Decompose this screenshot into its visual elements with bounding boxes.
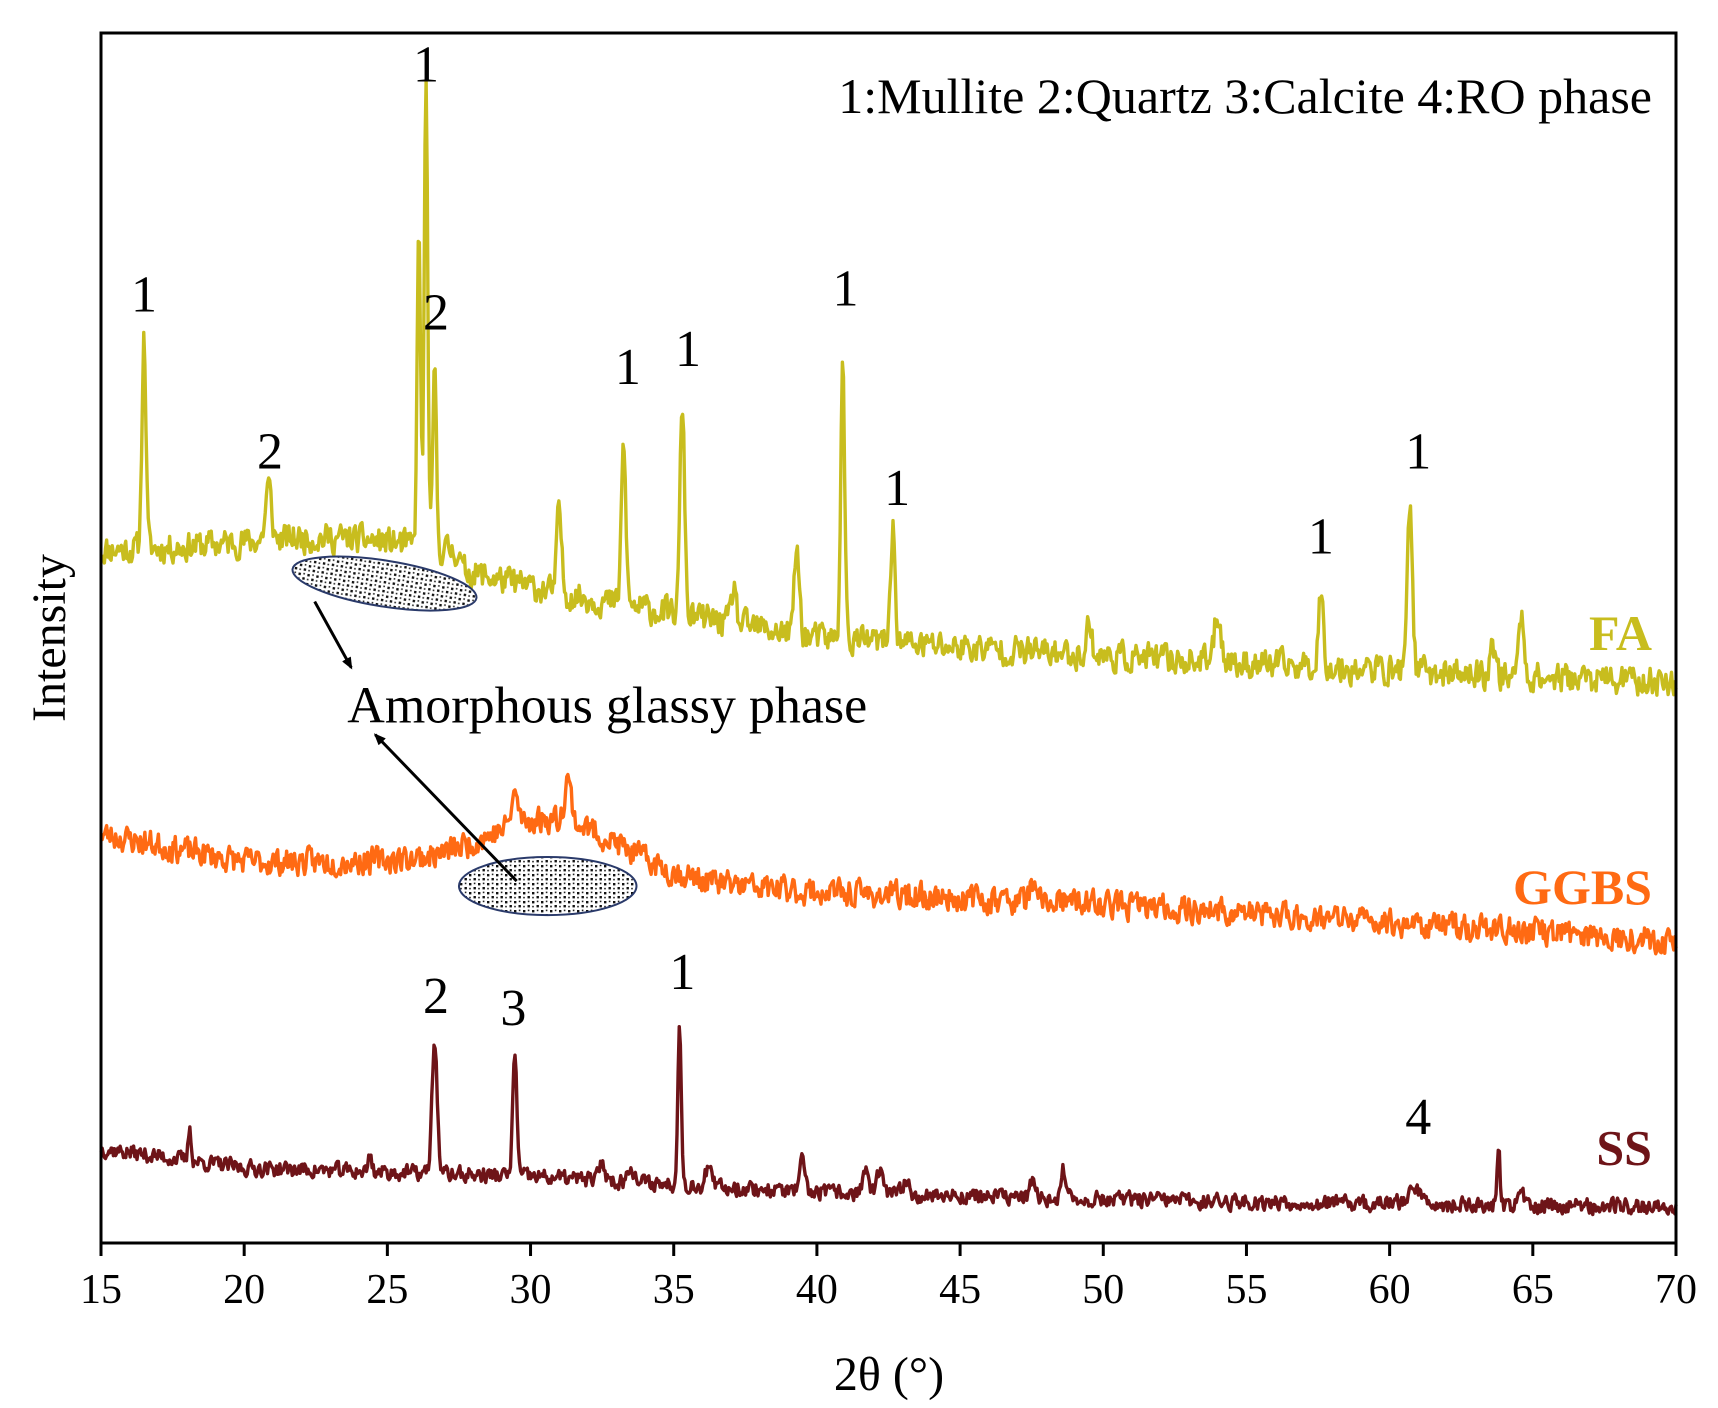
series-layer [99, 79, 1678, 1217]
x-tick-label-50: 50 [1082, 1267, 1124, 1313]
x-tick-label-35: 35 [653, 1267, 695, 1313]
x-tick-label-40: 40 [796, 1267, 838, 1313]
series-label-ggbs: GGBS [1513, 859, 1652, 915]
x-tick-label-70: 70 [1655, 1267, 1697, 1313]
series-label-fa: FA [1589, 605, 1652, 661]
peak-label-fa-1: 1 [413, 36, 439, 93]
peak-label-fa-1: 1 [1308, 508, 1334, 565]
x-tick-label-55: 55 [1225, 1267, 1267, 1313]
annotation-layer: Amorphous glassy phase [291, 555, 867, 917]
peak-label-fa-2: 2 [423, 284, 449, 341]
y-axis-label: Intensity [23, 554, 76, 722]
legend-text: 1:Mullite 2:Quartz 3:Calcite 4:RO phase [838, 68, 1652, 124]
amorphous-region-fa [291, 555, 478, 612]
amorphous-region-ggbs [457, 856, 638, 917]
x-axis: 15 20 25 30 35 40 45 50 55 60 65 70 [80, 1243, 1697, 1313]
peak-label-ss-2: 2 [423, 968, 449, 1025]
x-tick-label-30: 30 [510, 1267, 552, 1313]
peak-label-fa-1: 1 [884, 460, 910, 517]
x-tick-label-65: 65 [1512, 1267, 1554, 1313]
x-tick-label-25: 25 [366, 1267, 408, 1313]
series-label-ss: SS [1596, 1119, 1652, 1175]
peak-label-ss-1: 1 [669, 944, 695, 1001]
peak-label-fa-1: 1 [675, 321, 701, 378]
x-tick-label-20: 20 [223, 1267, 265, 1313]
plot-frame [99, 31, 1678, 1245]
peak-label-fa-1: 1 [131, 266, 157, 323]
peak-label-ss-4: 4 [1405, 1089, 1431, 1146]
arrow-ggbs-to-text [373, 733, 518, 883]
arrow-fa-to-text [313, 600, 353, 670]
peak-label-fa-1: 1 [833, 260, 859, 317]
x-tick-label-45: 45 [939, 1267, 981, 1313]
peak-label-fa-1: 1 [1405, 424, 1431, 481]
x-axis-label: 2θ (°) [834, 1348, 944, 1401]
peak-label-ss-3: 3 [500, 980, 526, 1037]
series-line-ggbs [100, 772, 1678, 956]
annotation-text: Amorphous glassy phase [347, 678, 867, 735]
peak-label-fa-1: 1 [615, 339, 641, 396]
x-tick-label-15: 15 [80, 1267, 122, 1313]
series-line-fa [99, 79, 1678, 697]
x-tick-label-60: 60 [1369, 1267, 1411, 1313]
peak-label-fa-2: 2 [257, 424, 283, 481]
series-line-ss [99, 1024, 1678, 1217]
